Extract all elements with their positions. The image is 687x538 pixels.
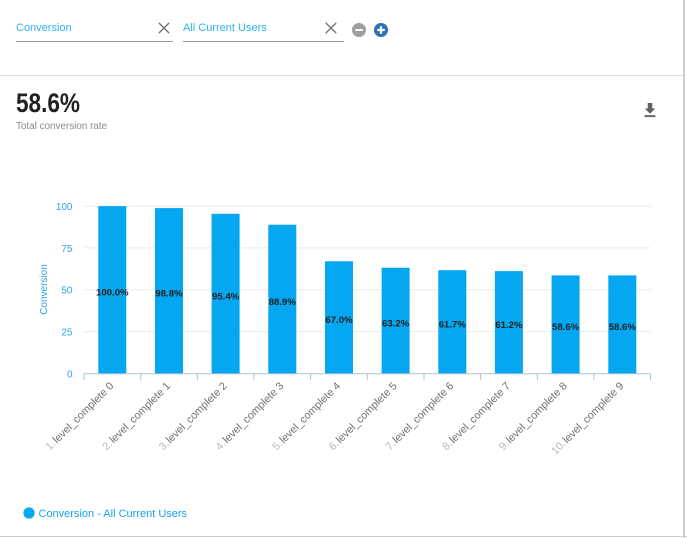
svg-text:0: 0 (67, 369, 73, 380)
svg-text:25: 25 (61, 327, 73, 338)
svg-text:67.0%: 67.0% (325, 315, 353, 326)
svg-text:58.6%: 58.6% (552, 322, 580, 333)
svg-text:100: 100 (56, 202, 73, 213)
svg-text:58.6%: 58.6% (609, 322, 637, 333)
svg-text:50: 50 (61, 286, 73, 297)
svg-text:98.8%: 98.8% (155, 289, 183, 300)
svg-text:75: 75 (61, 244, 73, 255)
svg-text:Conversion: Conversion (39, 264, 50, 315)
svg-text:63.2%: 63.2% (382, 318, 410, 329)
svg-text:61.2%: 61.2% (495, 320, 523, 331)
svg-text:100.0%: 100.0% (96, 288, 129, 299)
svg-text:95.4%: 95.4% (212, 291, 240, 302)
svg-text:61.7%: 61.7% (439, 320, 467, 331)
svg-text:88.9%: 88.9% (269, 297, 297, 308)
